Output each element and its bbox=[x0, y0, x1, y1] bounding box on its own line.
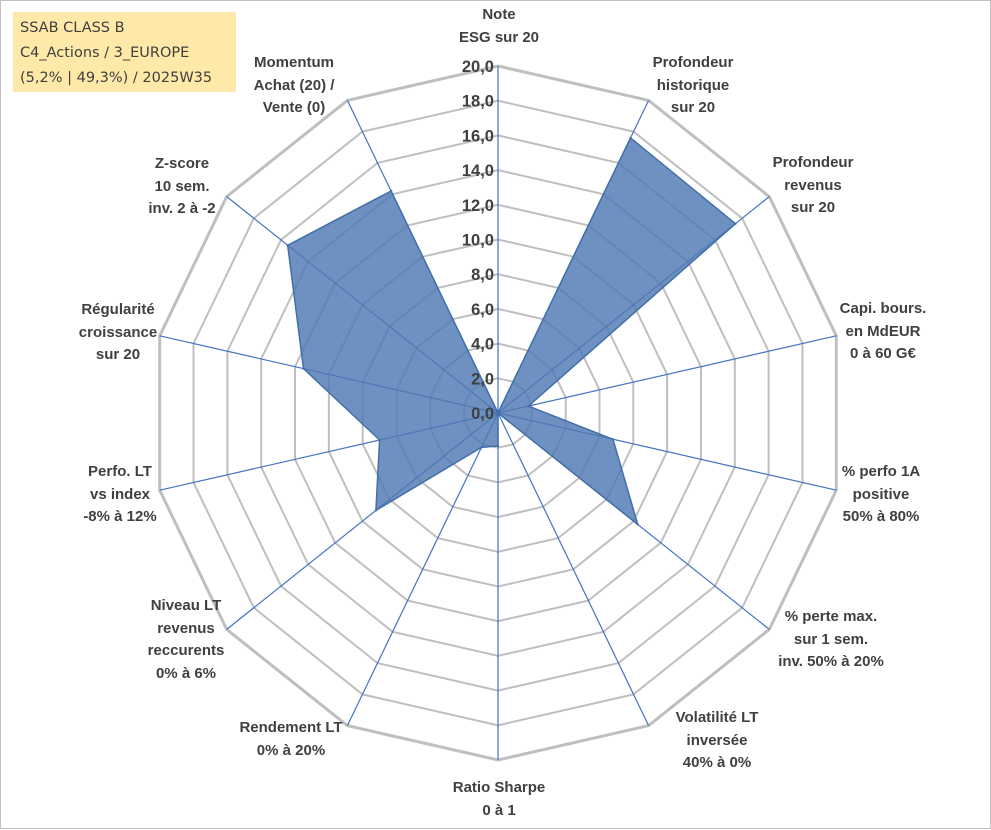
axis-label-line: inv. 50% à 20% bbox=[778, 653, 884, 670]
axis-label-line: 10 sem. bbox=[154, 177, 210, 195]
axis-label: Niveau LT revenus reccurents 0% à 6% bbox=[148, 595, 225, 685]
radar-data-point bbox=[734, 222, 737, 225]
axis-label-line: sur 20 bbox=[670, 99, 716, 116]
radar-tick-label: 12,0 bbox=[462, 197, 494, 215]
axis-label-line: sur 20 bbox=[790, 199, 836, 216]
chart-title-box: SSAB CLASS B C4_Actions / 3_EUROPE (5,2%… bbox=[13, 12, 236, 92]
axis-label-line: 0 à 60 G€ bbox=[850, 345, 916, 362]
axis-label: Z-score 10 sem. inv. 2 à -2 bbox=[148, 153, 215, 221]
axis-label-line: Achat (20) / bbox=[253, 76, 335, 94]
axis-label-line: 40% à 0% bbox=[682, 754, 752, 771]
radar-data-point bbox=[374, 509, 378, 512]
axis-label-line: Niveau LT bbox=[150, 597, 222, 614]
axis-label: Momentum Achat (20) / Vente (0) bbox=[254, 52, 335, 120]
radar-tick-label: 8,0 bbox=[471, 266, 494, 284]
radar-spoke bbox=[497, 412, 650, 726]
tick-label-layer: 0,0 2,0 4,0 6,0 8,0 10,0 12,0 14,0 16,0 18,0 20,0 bbox=[462, 58, 494, 423]
radar-spoke bbox=[346, 412, 499, 726]
axis-label-line: Rendement LT bbox=[239, 719, 343, 736]
axis-label-line: Volatilité LT bbox=[675, 709, 759, 726]
axis-label-line: en MdEUR bbox=[845, 322, 921, 340]
radar-data-point bbox=[286, 244, 289, 247]
axis-label-line: % perfo 1A bbox=[841, 463, 921, 480]
radar-tick-label: 18,0 bbox=[462, 93, 494, 111]
axis-label: Profondeur revenus sur 20 bbox=[773, 152, 854, 220]
axis-label-line: inversée bbox=[686, 731, 748, 749]
axis-label-line: Ratio Sharpe bbox=[452, 779, 546, 796]
axis-label-line: 0 à 1 bbox=[482, 801, 516, 819]
radar-data-point bbox=[611, 438, 615, 441]
title-line-3: (5,2% | 49,3%) / 2025W35 bbox=[20, 70, 213, 86]
axis-label: Note ESG sur 20 bbox=[459, 4, 539, 49]
axis-label-line: Régularité bbox=[81, 301, 155, 318]
axis-label-line: sur 20 bbox=[95, 346, 141, 363]
radar-data-point bbox=[496, 411, 500, 415]
radar-tick-label: 2,0 bbox=[471, 370, 494, 388]
radar-data-point bbox=[496, 444, 500, 448]
axis-label: Régularité croissance sur 20 bbox=[79, 299, 157, 367]
axis-label: Ratio Sharpe 0 à 1 bbox=[453, 777, 546, 822]
axis-label-line: sur 1 sem. bbox=[793, 630, 869, 648]
axis-label-line: 50% à 80% bbox=[842, 508, 920, 525]
axis-label-line: 0% à 6% bbox=[155, 664, 217, 682]
title-line-2: C4_Actions / 3_EUROPE bbox=[20, 45, 190, 61]
axis-label-line: Momentum bbox=[253, 54, 334, 71]
axis-label-line: % perte max. bbox=[784, 608, 878, 625]
radar-tick-label: 0,0 bbox=[471, 405, 494, 423]
radar-data-point bbox=[629, 136, 632, 140]
axis-label-line: vs index bbox=[89, 485, 151, 503]
radar-data-point bbox=[378, 438, 381, 442]
axis-label-line: positive bbox=[852, 485, 910, 503]
axis-label: % perfo 1A positive 50% à 80% bbox=[842, 461, 920, 529]
axis-label-line: historique bbox=[656, 76, 730, 94]
axis-label: Perfo. LT vs index -8% à 12% bbox=[83, 461, 156, 529]
axis-label-line: croissance bbox=[78, 323, 158, 341]
radar-tick-label: 20,0 bbox=[462, 58, 494, 76]
axis-label-line: 0% à 20% bbox=[256, 741, 326, 759]
radar-tick-label: 14,0 bbox=[462, 162, 494, 180]
axis-label: Capi. bours. en MdEUR 0 à 60 G€ bbox=[840, 298, 927, 366]
axis-label-line: Note bbox=[482, 6, 516, 23]
axis-label-line: revenus bbox=[157, 619, 215, 637]
radar-data-point bbox=[480, 446, 483, 449]
axis-label-line: reccurents bbox=[147, 642, 225, 659]
axis-label-line: Z-score bbox=[154, 155, 210, 172]
axis-label-line: Profondeur bbox=[772, 154, 854, 171]
axis-label-line: Capi. bours. bbox=[839, 300, 927, 317]
axis-label-line: revenus bbox=[784, 176, 842, 194]
radar-tick-label: 6,0 bbox=[471, 301, 494, 319]
radar-series-area bbox=[286, 137, 737, 526]
radar-spoke bbox=[497, 335, 837, 414]
axis-label-line: ESG sur 20 bbox=[458, 28, 540, 46]
axis-label: Profondeur historique sur 20 bbox=[653, 52, 734, 120]
axis-label-line: inv. 2 à -2 bbox=[148, 200, 216, 217]
radar-data-point bbox=[527, 404, 530, 408]
radar-data-point bbox=[389, 189, 393, 193]
axis-label-line: -8% à 12% bbox=[83, 508, 157, 525]
radar-tick-label: 4,0 bbox=[471, 336, 494, 354]
radar-tick-label: 16,0 bbox=[462, 127, 494, 145]
axis-label-line: Perfo. LT bbox=[88, 463, 152, 480]
axis-label-line: Profondeur bbox=[652, 54, 734, 71]
axis-label-line: Vente (0) bbox=[262, 99, 326, 116]
axis-label: % perte max. sur 1 sem. inv. 50% à 20% bbox=[778, 606, 884, 674]
radar-data-point bbox=[636, 523, 639, 526]
axis-label: Rendement LT 0% à 20% bbox=[239, 717, 342, 762]
radar-data-point bbox=[302, 367, 305, 370]
title-line-1: SSAB CLASS B bbox=[20, 20, 125, 36]
radar-tick-label: 10,0 bbox=[462, 232, 494, 250]
series-layer bbox=[286, 136, 737, 526]
axis-label: Volatilité LT inversée 40% à 0% bbox=[676, 707, 759, 775]
